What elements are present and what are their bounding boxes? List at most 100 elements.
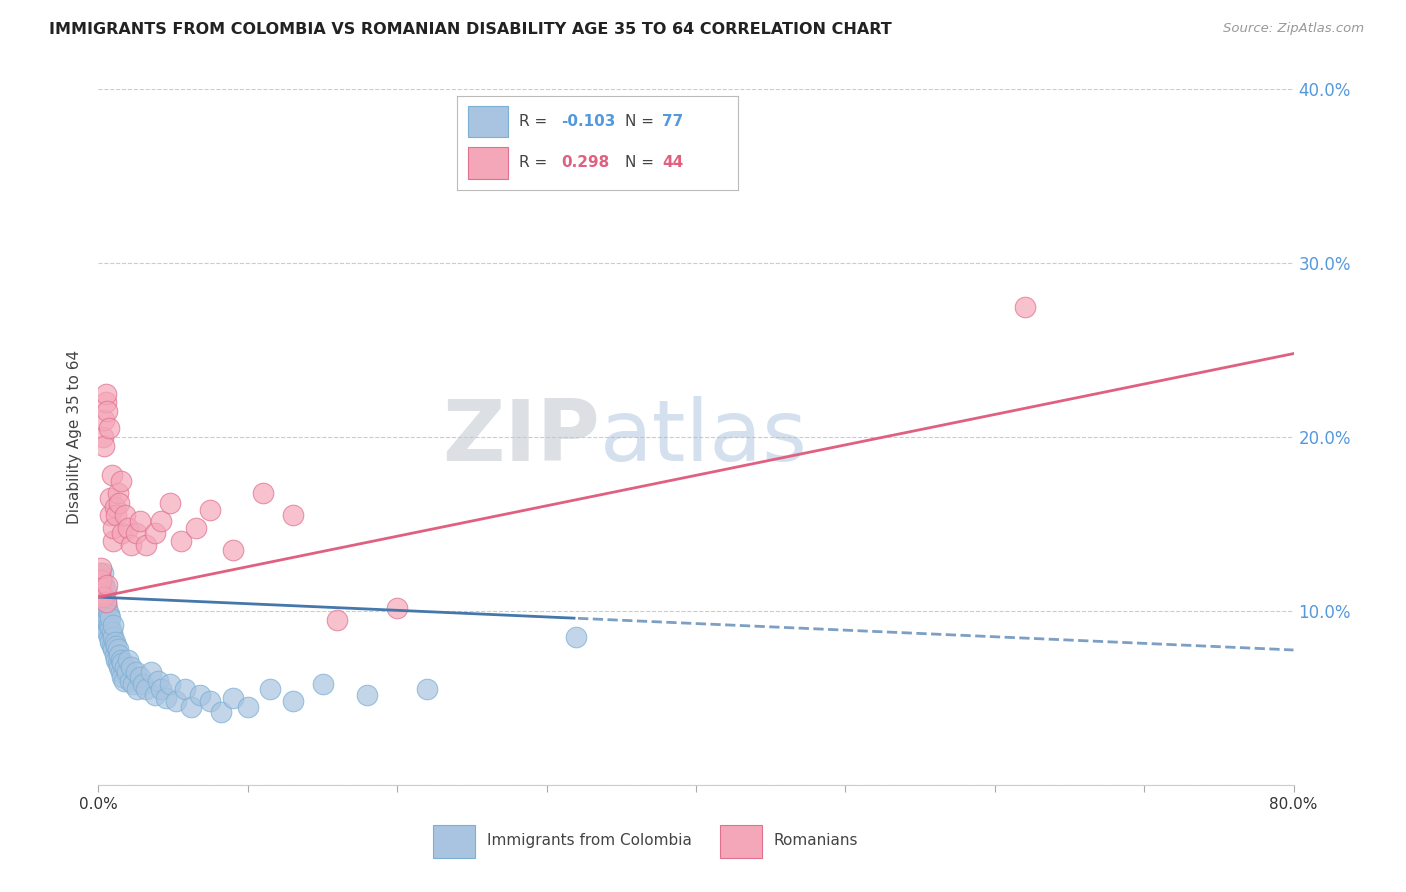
Point [115, 665, 138, 679]
Point [96, 404, 118, 418]
Point [96, 600, 118, 615]
Point [125, 525, 148, 540]
Point [90, 573, 112, 587]
Point [121, 677, 143, 691]
Text: atlas: atlas [600, 395, 808, 479]
Point [105, 508, 128, 523]
Point [108, 496, 131, 510]
Bar [720, 824, 762, 858]
Point [155, 690, 177, 705]
Point [103, 534, 125, 549]
Point [111, 525, 134, 540]
Text: Romanians: Romanians [773, 833, 858, 848]
Point [89, 578, 111, 592]
Point [94, 595, 117, 609]
Point [97, 630, 120, 644]
Point [200, 694, 222, 708]
Point [110, 665, 132, 679]
Point [91, 590, 114, 604]
Point [150, 514, 173, 528]
Point [97, 618, 120, 632]
Point [111, 657, 134, 671]
Point [129, 670, 152, 684]
Point [114, 508, 136, 523]
Point [356, 688, 378, 702]
Point [93, 613, 115, 627]
Point [135, 682, 157, 697]
Point [107, 642, 129, 657]
Point [180, 699, 202, 714]
Point [94, 395, 117, 409]
Point [281, 508, 304, 523]
Point [259, 682, 281, 697]
Point [143, 525, 166, 540]
Point [107, 657, 129, 671]
Point [97, 421, 120, 435]
Point [93, 578, 115, 592]
Point [148, 673, 170, 688]
Point [120, 538, 142, 552]
Point [89, 569, 111, 583]
Point [169, 534, 191, 549]
Point [311, 677, 333, 691]
Point [89, 578, 111, 592]
Point [96, 578, 118, 592]
Point [118, 673, 141, 688]
Point [135, 538, 157, 552]
Point [90, 587, 112, 601]
Text: IMMIGRANTS FROM COLOMBIA VS ROMANIAN DISABILITY AGE 35 TO 64 CORRELATION CHART: IMMIGRANTS FROM COLOMBIA VS ROMANIAN DIS… [49, 22, 891, 37]
Point [101, 468, 124, 483]
Point [184, 520, 207, 534]
Point [110, 474, 132, 488]
Point [103, 642, 125, 657]
Point [93, 600, 115, 615]
Point [117, 520, 139, 534]
Point [159, 677, 181, 691]
Point [139, 665, 162, 679]
Point [188, 688, 211, 702]
Point [103, 520, 125, 534]
Point [93, 590, 115, 604]
Point [96, 613, 118, 627]
Point [94, 607, 117, 622]
Point [125, 665, 148, 679]
Text: Source: ZipAtlas.com: Source: ZipAtlas.com [1223, 22, 1364, 36]
Point [120, 659, 142, 673]
Point [90, 573, 112, 587]
Point [91, 578, 114, 592]
Point [94, 621, 117, 635]
Point [143, 688, 166, 702]
Point [90, 613, 112, 627]
Point [104, 648, 127, 662]
Point [108, 659, 131, 673]
Point [98, 508, 122, 523]
Point [129, 514, 152, 528]
Point [105, 653, 128, 667]
Y-axis label: Disability Age 35 to 64: Disability Age 35 to 64 [67, 350, 83, 524]
Point [94, 595, 117, 609]
Point [103, 630, 125, 644]
Point [222, 690, 245, 705]
Point [89, 587, 111, 601]
Point [91, 430, 114, 444]
Point [96, 624, 118, 639]
Point [107, 485, 129, 500]
Point [165, 694, 187, 708]
Point [94, 583, 117, 598]
Point [416, 682, 439, 697]
Point [93, 439, 115, 453]
Point [281, 694, 304, 708]
Text: ZIP: ZIP [443, 395, 600, 479]
Point [174, 682, 197, 697]
Point [93, 412, 115, 426]
Point [104, 500, 127, 514]
Point [98, 621, 122, 635]
Point [252, 485, 274, 500]
Point [98, 635, 122, 649]
Point [114, 659, 136, 673]
Point [117, 653, 139, 667]
Point [105, 639, 128, 653]
Point [108, 648, 131, 662]
Point [111, 670, 134, 684]
Point [236, 699, 259, 714]
